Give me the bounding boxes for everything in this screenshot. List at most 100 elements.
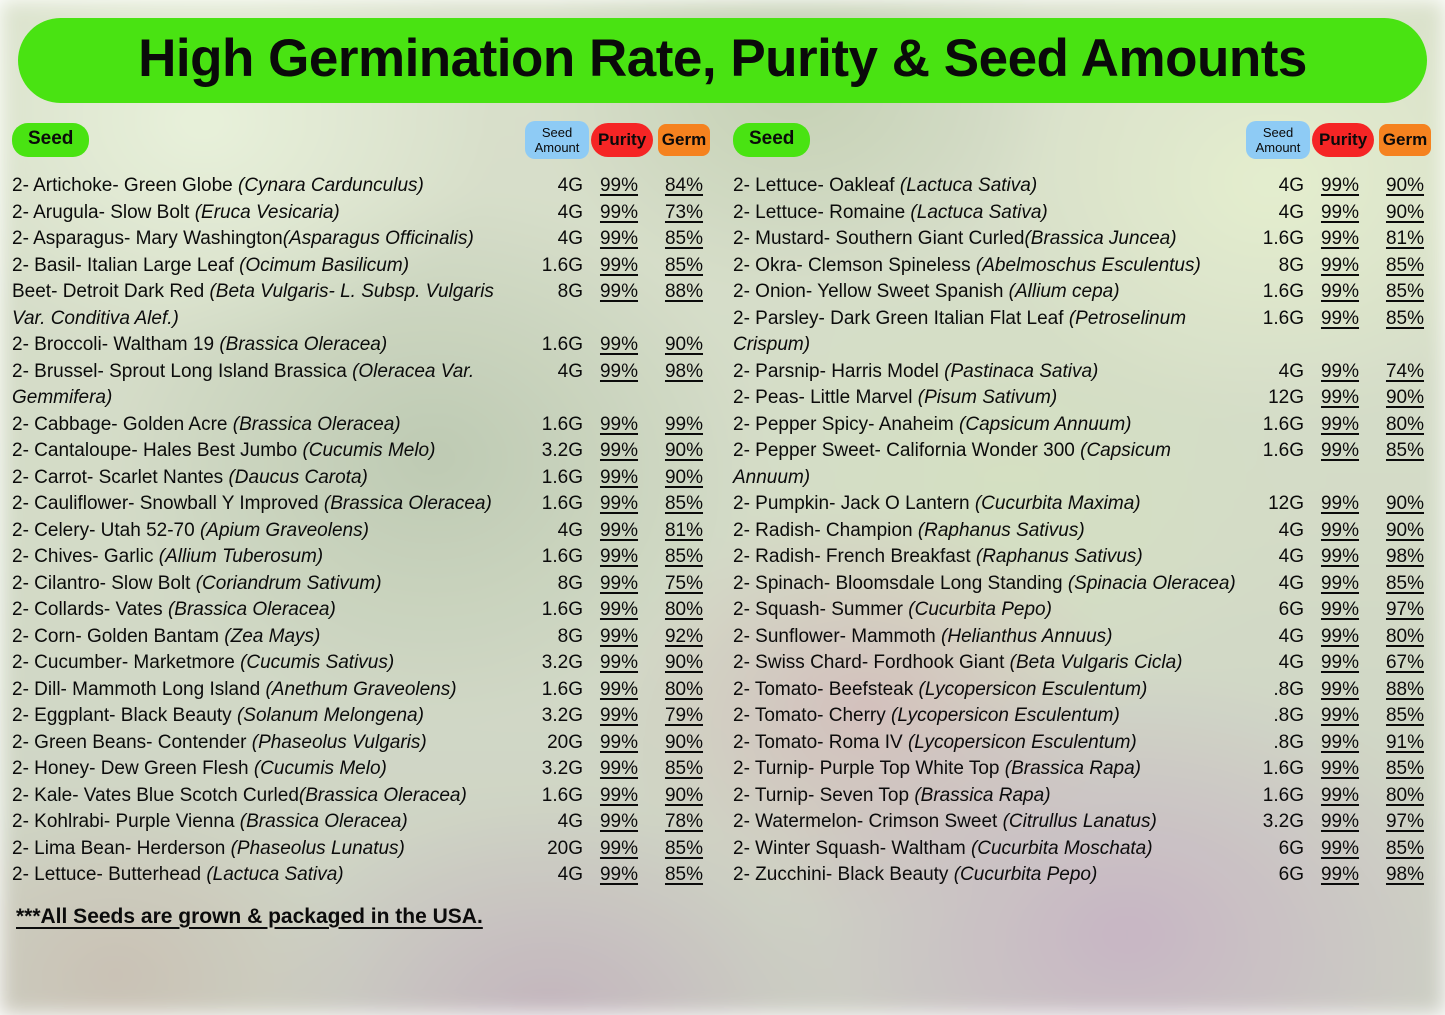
purity-value: 99%	[1320, 360, 1360, 382]
page-title: High Germination Rate, Purity & Seed Amo…	[138, 29, 1307, 88]
seed-amount-value: 1.6G	[1262, 413, 1304, 435]
table-row: 2- Pepper Spicy- Anaheim (Capsicum Annuu…	[733, 412, 1433, 439]
purity-value: 99%	[1320, 307, 1360, 329]
purity-cell: 99%	[591, 783, 647, 810]
germ-cell: 85%	[655, 756, 713, 783]
seed-common-name: 2- Brussel- Sprout Long Island Brassica	[12, 360, 353, 382]
purity-cell: 99%	[591, 677, 647, 704]
germ-cell: 97%	[1376, 809, 1434, 836]
seed-common-name: 2- Lima Bean- Herderson	[12, 837, 231, 859]
germ-value: 85%	[1385, 307, 1425, 329]
seed-common-name: 2- Dill- Mammoth Long Island	[12, 678, 266, 700]
seed-common-name: 2- Peas- Little Marvel	[733, 387, 918, 408]
purity-value: 99%	[1320, 201, 1360, 223]
purity-cell: 99%	[1312, 306, 1368, 333]
purity-value: 99%	[599, 705, 639, 726]
seed-amount-value: 12G	[1268, 387, 1304, 408]
seed-name-cell: 2- Onion- Yellow Sweet Spanish (Allium c…	[733, 279, 1238, 306]
seed-amount-value: 1.6G	[541, 254, 583, 276]
seed-amount-value: 1.6G	[541, 546, 583, 567]
purity-cell: 99%	[1312, 730, 1368, 757]
seed-amount-value: 4G	[557, 201, 583, 223]
seed-amount-cell: 1.6G	[525, 332, 583, 359]
table-row: 2- Cantaloupe- Hales Best Jumbo (Cucumis…	[12, 438, 712, 465]
table-row: 2- Watermelon- Crimson Sweet (Citrullus …	[733, 809, 1433, 836]
seed-table-left: Seed Seed Amount Purity Germ 2- Artichok…	[12, 117, 712, 889]
seed-name-cell: 2- Turnip- Purple Top White Top (Brassic…	[733, 756, 1238, 783]
purity-value: 99%	[1320, 519, 1360, 541]
table-header-left: Seed Seed Amount Purity Germ	[12, 117, 712, 163]
table-row: 2- Eggplant- Black Beauty (Solanum Melon…	[12, 703, 712, 730]
germ-cell: 85%	[655, 836, 713, 863]
germ-cell: 85%	[1376, 703, 1434, 730]
seed-latin-name: (Eruca Vesicaria)	[194, 201, 340, 223]
seed-latin-name: (Brassica Juncea)	[1024, 228, 1177, 249]
seed-amount-cell: .8G	[1246, 730, 1304, 757]
purity-cell: 99%	[1312, 809, 1368, 836]
table-row: 2- Radish- French Breakfast (Raphanus Sa…	[733, 544, 1433, 571]
seed-latin-name: (Brassica Rapa)	[914, 784, 1051, 806]
table-row: 2- Cabbage- Golden Acre (Brassica Olerac…	[12, 412, 712, 439]
seed-name-cell: 2- Winter Squash- Waltham (Cucurbita Mos…	[733, 836, 1238, 863]
purity-value: 99%	[1320, 811, 1360, 832]
germ-value: 88%	[1385, 678, 1425, 700]
seed-amount-cell: 4G	[1246, 650, 1304, 677]
germ-cell: 80%	[1376, 783, 1434, 810]
seed-amount-value: .8G	[1273, 731, 1304, 753]
seed-latin-name: (Cucurbita Maxima)	[974, 493, 1141, 514]
seed-amount-value: 3.2G	[541, 758, 583, 779]
seed-name-cell: 2- Corn- Golden Bantam (Zea Mays)	[12, 624, 517, 651]
germ-cell: 97%	[1376, 597, 1434, 624]
table-row: 2- Dill- Mammoth Long Island (Anethum Gr…	[12, 677, 712, 704]
seed-name-cell: 2- Tomato- Beefsteak (Lycopersicon Escul…	[733, 677, 1238, 704]
seed-common-name: 2- Watermelon- Crimson Sweet	[733, 811, 1003, 832]
seed-name-cell: 2- Squash- Summer (Cucurbita Pepo)	[733, 597, 1238, 624]
purity-cell: 99%	[591, 438, 647, 465]
purity-value: 99%	[599, 413, 639, 435]
seed-latin-name: (Beta Vulgaris Cicla)	[1009, 652, 1183, 673]
seed-latin-name: (Cucumis Melo)	[253, 758, 387, 779]
germ-cell: 73%	[655, 200, 713, 227]
purity-cell: 99%	[591, 412, 647, 439]
seed-name-cell: 2- Mustard- Southern Giant Curled(Brassi…	[733, 226, 1238, 253]
seed-rows-right: 2- Lettuce- Oakleaf (Lactuca Sativa) 4G …	[733, 173, 1433, 889]
seed-amount-value: 3.2G	[541, 705, 583, 726]
purity-value: 99%	[1320, 281, 1360, 302]
seed-amount-cell: 4G	[1246, 624, 1304, 651]
seed-name-cell: 2- Arugula- Slow Bolt (Eruca Vesicaria)	[12, 200, 517, 227]
germ-cell: 74%	[1376, 359, 1434, 386]
purity-value: 99%	[599, 678, 639, 700]
table-row: 2- Radish- Champion (Raphanus Sativus) 4…	[733, 518, 1433, 545]
seed-common-name: 2- Turnip- Seven Top	[733, 784, 915, 806]
table-row: 2- Lettuce- Romaine (Lactuca Sativa) 4G …	[733, 200, 1433, 227]
germ-cell: 85%	[1376, 306, 1434, 333]
seed-amount-cell: 3.2G	[525, 650, 583, 677]
purity-value: 99%	[1320, 758, 1360, 779]
germ-value: 67%	[1385, 652, 1425, 673]
usa-grown-footnote: ***All Seeds are grown & packaged in the…	[16, 904, 483, 928]
table-row: 2- Zucchini- Black Beauty (Cucurbita Pep…	[733, 862, 1433, 889]
purity-column-badge: Purity	[1312, 123, 1375, 157]
germ-value: 88%	[664, 281, 704, 302]
seed-name-cell: 2- Brussel- Sprout Long Island Brassica …	[12, 359, 517, 412]
seed-amount-value: 20G	[547, 731, 583, 753]
seed-name-cell: 2- Zucchini- Black Beauty (Cucurbita Pep…	[733, 862, 1238, 889]
germ-value: 73%	[664, 201, 704, 223]
table-row: 2- Sunflower- Mammoth (Helianthus Annuus…	[733, 624, 1433, 651]
germ-cell: 98%	[655, 359, 713, 386]
purity-value: 99%	[599, 758, 639, 779]
purity-cell: 99%	[591, 491, 647, 518]
seed-name-cell: 2- Asparagus- Mary Washington(Asparagus …	[12, 226, 517, 253]
germ-cell: 90%	[655, 650, 713, 677]
table-header-right: Seed Seed Amount Purity Germ	[733, 117, 1433, 163]
seed-amount-value: 4G	[1278, 175, 1304, 196]
seed-common-name: 2- Tomato- Roma IV	[733, 731, 908, 753]
germ-value: 90%	[664, 652, 704, 673]
seed-common-name: 2- Swiss Chard- Fordhook Giant	[733, 652, 1010, 673]
seed-amount-value: 4G	[1278, 652, 1304, 673]
purity-cell: 99%	[591, 571, 647, 598]
seed-common-name: 2- Winter Squash- Waltham	[733, 837, 971, 859]
germ-value: 90%	[664, 731, 704, 753]
seed-amount-value: 1.6G	[1262, 440, 1304, 461]
seed-name-cell: 2- Kohlrabi- Purple Vienna (Brassica Ole…	[12, 809, 517, 836]
